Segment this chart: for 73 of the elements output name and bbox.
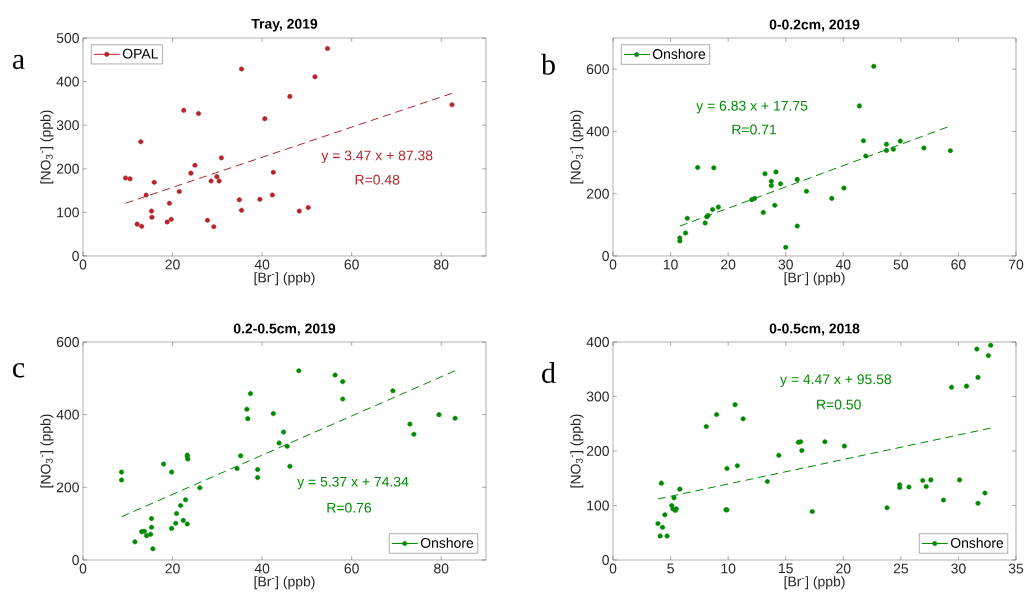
x-tick-label: 60 [951, 259, 966, 270]
chart-title: 0-0.5cm, 2018 [769, 323, 860, 336]
y-tick-label: 100 [587, 500, 609, 511]
y-tick-label: 200 [56, 163, 79, 174]
y-tick-label: 600 [56, 337, 79, 347]
y-tick-label: 0 [602, 555, 609, 565]
chart-title: Tray, 2019 [251, 18, 318, 32]
x-tick-label: 50 [893, 259, 909, 270]
text: b [541, 53, 555, 75]
annotation: y = 6.83 x + 17.75 [696, 100, 808, 114]
chart-title: 0-0.2cm, 2019 [769, 19, 860, 32]
x-tick-label: 25 [893, 563, 909, 574]
x-tick-label: 80 [434, 563, 449, 574]
y-tick-label: 0 [602, 251, 609, 261]
x-tick-label: 20 [836, 563, 851, 574]
legend-label: OPAL [122, 48, 158, 59]
annotation: R=0.50 [817, 399, 861, 410]
x-tick-label: 20 [165, 259, 180, 270]
text: c [13, 363, 25, 378]
legend-label: Onshore [420, 537, 474, 548]
x-tick-label: 10 [721, 563, 736, 574]
legend-label: Onshore [950, 537, 1004, 548]
annotation: R=0.76 [327, 502, 372, 513]
x-tick-label: 40 [254, 563, 270, 574]
x-tick-label: 0 [79, 563, 87, 574]
y-tick-label: 400 [56, 76, 79, 87]
x-tick-label: 40 [254, 259, 270, 270]
y-tick-label: 100 [57, 207, 79, 218]
y-tick-label: 600 [586, 64, 609, 75]
x-axis-title: [Br$^{-}$] (ppb) [784, 576, 845, 590]
x-axis-title: [Br$^{-}$] (ppb) [254, 576, 315, 590]
y-tick-label: 200 [56, 482, 79, 493]
x-tick-label: 70 [1008, 259, 1024, 270]
y-tick-label: 0 [72, 251, 79, 261]
chart-title: 0.2-0.5cm, 2019 [233, 323, 336, 336]
x-tick-label: 5 [667, 563, 674, 574]
annotation: y = 3.47 x + 87.38 [321, 150, 433, 164]
x-tick-label: 80 [434, 259, 449, 270]
x-tick-label: 15 [779, 563, 793, 574]
x-tick-label: 30 [778, 259, 793, 270]
x-tick-label: 35 [1008, 563, 1024, 574]
x-tick-label: 60 [344, 259, 359, 270]
x-tick-label: 0 [609, 259, 617, 270]
x-tick-label: 60 [344, 563, 359, 574]
annotation: y = 4.47 x + 95.58 [780, 374, 892, 387]
y-tick-label: 200 [586, 446, 609, 456]
legend-label: Onshore [652, 48, 706, 59]
y-axis-title: [NO$_{3}$$^{-}$] (ppb) [570, 110, 584, 184]
text: d [542, 362, 556, 384]
y-tick-label: 300 [586, 391, 609, 402]
annotation: R=0.71 [732, 124, 777, 135]
x-tick-label: 30 [951, 563, 966, 574]
x-tick-label: 0 [79, 259, 87, 270]
y-tick-label: 400 [56, 409, 79, 420]
y-axis-title: [NO$_{3}$$^{-}$] (ppb) [40, 110, 54, 184]
annotation: R=0.48 [355, 174, 400, 185]
y-tick-label: 400 [586, 337, 609, 347]
y-tick-label: 400 [586, 126, 609, 137]
y-axis-title: [NO$_{3}$$^{-}$] (ppb) [570, 414, 584, 488]
x-tick-label: 0 [609, 563, 617, 574]
x-tick-label: 20 [165, 563, 180, 574]
y-tick-label: 200 [586, 188, 609, 199]
y-axis-title: [NO$_{3}$$^{-}$] (ppb) [40, 414, 54, 488]
x-tick-label: 10 [663, 259, 678, 270]
x-axis-title: [Br$^{-}$] (ppb) [784, 272, 845, 286]
x-tick-label: 20 [721, 259, 736, 270]
y-tick-label: 500 [56, 33, 79, 43]
annotation: y = 5.37 x + 74.34 [297, 476, 409, 490]
text: a [12, 54, 25, 70]
y-tick-label: 300 [56, 120, 79, 131]
y-tick-label: 0 [72, 555, 79, 565]
x-tick-label: 40 [835, 259, 851, 270]
x-axis-title: [Br$^{-}$] (ppb) [254, 272, 315, 286]
